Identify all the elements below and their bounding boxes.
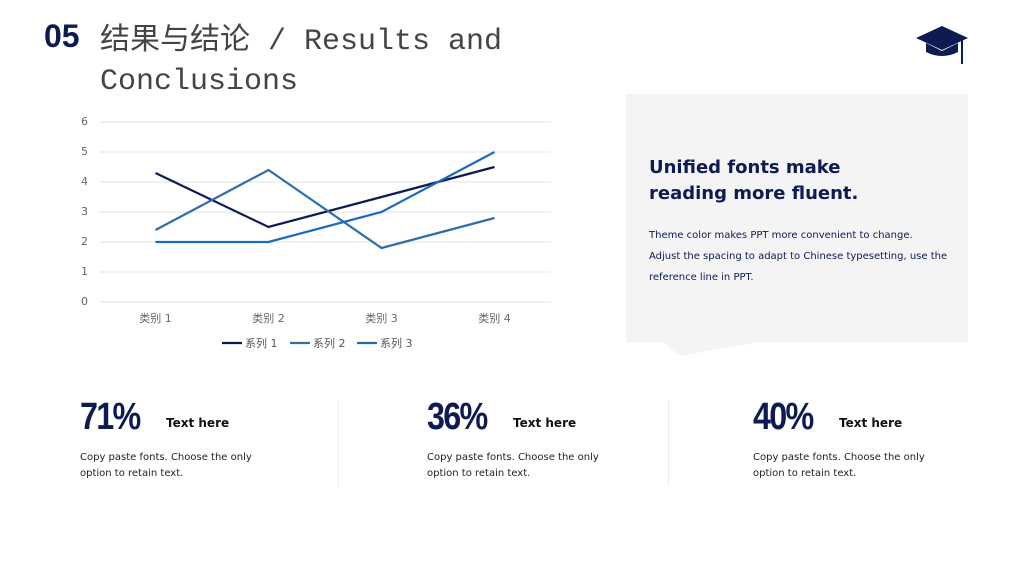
title: 结果与结论 / Results and Conclusions [100, 25, 503, 99]
panel-text: Adjust the spacing to adapt to Chinese t… [649, 251, 948, 283]
series-line [154, 168, 495, 250]
stat-label: Text here [166, 416, 230, 430]
stat-label: Text here [513, 416, 577, 430]
divider [338, 400, 339, 486]
cap-icon [916, 26, 968, 64]
y-tick-label: 3 [81, 205, 88, 218]
series-line [155, 151, 496, 244]
chart: 0 1 2 3 4 5 6 类别 1 类别 2 类别 3 类别 4 系列 1 系列 2 系列 3 [81, 115, 551, 350]
y-tick-label: 2 [81, 235, 88, 248]
x-tick-label: 类别 2 [252, 311, 285, 325]
stat-value: 40% [753, 396, 814, 438]
panel-heading: Unified fonts make reading more fluent. [649, 157, 859, 204]
x-tick-label: 类别 1 [139, 311, 172, 325]
y-tick-label: 5 [81, 145, 88, 158]
series-line [155, 165, 495, 229]
y-tick-label: 4 [81, 175, 88, 188]
section-number: 05 [44, 18, 80, 54]
y-tick-label: 6 [81, 115, 88, 128]
divider [668, 400, 669, 486]
panel-tail [660, 340, 770, 356]
x-tick-label: 类别 3 [365, 311, 398, 325]
legend-label: 系列 3 [380, 336, 413, 350]
panel [626, 94, 968, 342]
y-tick-label: 1 [81, 265, 88, 278]
stat-text: Copy paste fonts. Choose the only option… [80, 452, 252, 479]
stat-text: Copy paste fonts. Choose the only option… [753, 452, 925, 479]
stat-label: Text here [839, 416, 903, 430]
y-tick-label: 0 [81, 295, 88, 308]
legend-label: 系列 2 [313, 336, 346, 350]
stat-value: 71% [80, 396, 141, 438]
stat-value: 36% [427, 396, 488, 438]
panel-text: Theme color makes PPT more convenient to… [649, 230, 913, 241]
stat-text: Copy paste fonts. Choose the only option… [427, 452, 599, 479]
legend-label: 系列 1 [245, 336, 278, 350]
x-tick-label: 类别 4 [478, 311, 511, 325]
